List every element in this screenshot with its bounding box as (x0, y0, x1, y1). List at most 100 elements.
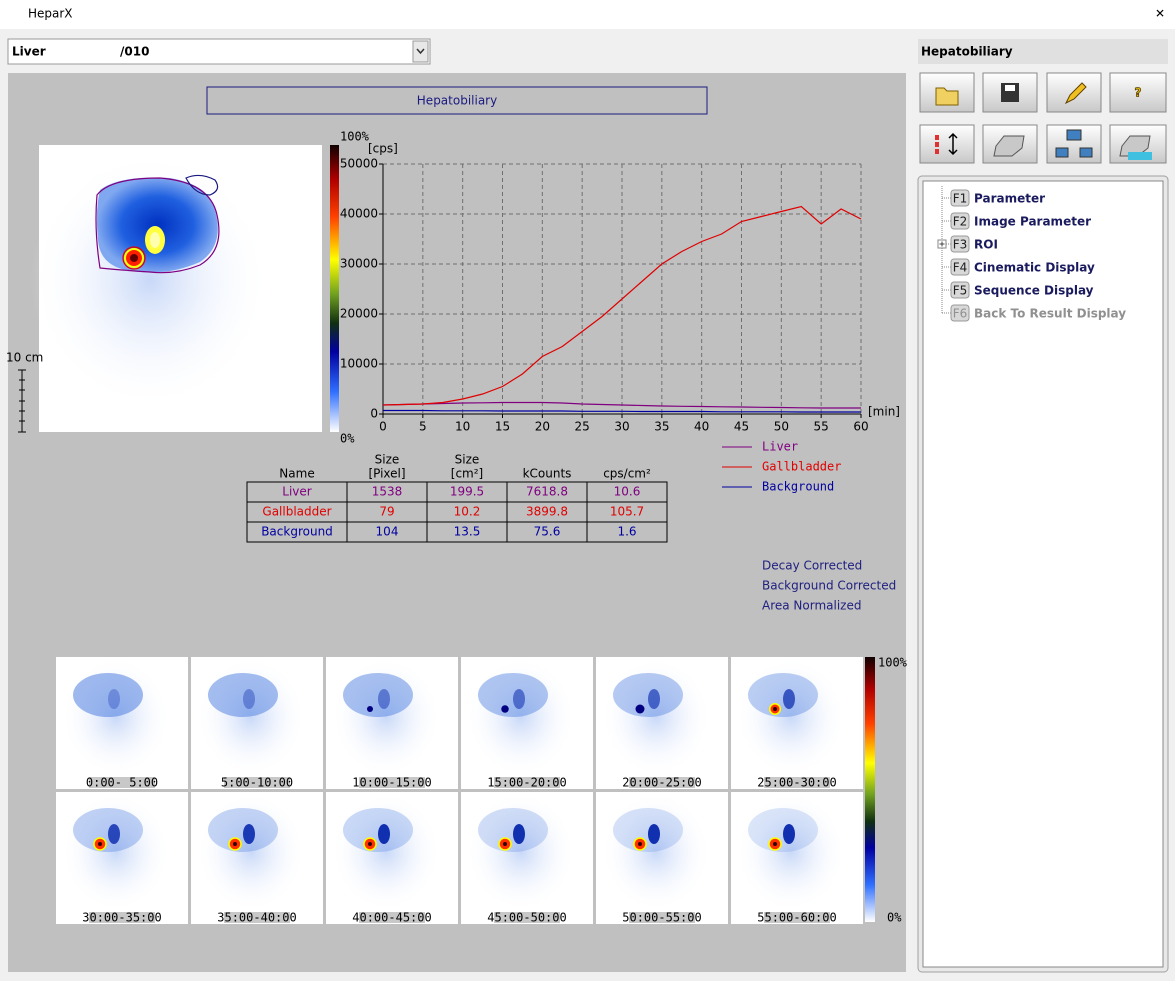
open-icon (935, 87, 959, 106)
y-tick-label: 10000 (340, 357, 378, 371)
table-cell: 3899.8 (526, 505, 568, 519)
frame-gallbladder (501, 705, 509, 713)
help-button[interactable] (1109, 72, 1167, 113)
selector[interactable] (7, 38, 431, 65)
frame-liver (73, 808, 143, 852)
tree-key: F5 (953, 284, 968, 298)
tree-item: Back To Result Display (974, 307, 1126, 321)
legend-label: Gallbladder (762, 460, 841, 474)
frame-label-box (224, 912, 290, 923)
tree-item[interactable]: ROI (974, 238, 998, 252)
table-cell: 7618.8 (526, 485, 568, 499)
sequence-frame: 0:00- 5:00 (56, 657, 188, 790)
tree-key: F1 (953, 192, 968, 206)
table-cell: 75.6 (534, 525, 561, 539)
x-axis-label: [min] (868, 405, 900, 419)
save-icon-label (1005, 85, 1015, 91)
sequence-frame: 20:00-25:00 (596, 657, 728, 790)
frame-duct (648, 689, 660, 709)
sequence-frame: 15:00-20:00 (461, 657, 593, 790)
frame-label: 10:00-15:00 (352, 776, 431, 790)
frame-duct (513, 824, 525, 844)
frame-duct (378, 689, 390, 709)
frame-label-box (764, 777, 830, 788)
tree-key-box (950, 212, 970, 230)
sidebar-title: Hepatobiliary (921, 45, 1013, 59)
tree-item[interactable]: Cinematic Display (974, 261, 1095, 275)
frame-duct (648, 824, 660, 844)
frame-halo (196, 792, 306, 912)
sequence-frame: 50:00-55:00 (596, 792, 728, 925)
table-cell: 1.6 (617, 525, 636, 539)
tree-key-box (950, 235, 970, 253)
tree-key-box (950, 258, 970, 276)
tree-key-box (950, 189, 970, 207)
frame-duct (513, 689, 525, 709)
y-tick-label: 0 (370, 407, 378, 421)
frame-halo (601, 657, 711, 777)
tree-key: F3 (953, 238, 968, 252)
table-cell: 10.2 (454, 505, 481, 519)
frame-gallbladder-core (638, 842, 642, 846)
setup-icon (1119, 135, 1151, 157)
tree-expander-plus (939, 241, 945, 247)
y-axis-label: [cps] (368, 142, 398, 156)
tree-view (922, 180, 1164, 968)
frame-duct (243, 824, 255, 844)
note: Area Normalized (762, 599, 861, 613)
sequence-colorbar-max: 100% (878, 656, 908, 670)
dropdown-button[interactable] (412, 40, 429, 63)
frame-liver (748, 808, 818, 852)
frame-gallbladder (367, 706, 373, 712)
frame-duct (108, 689, 120, 709)
frame-label-box (359, 912, 425, 923)
sequence-frame: 30:00-35:00 (56, 792, 188, 925)
frame-halo (331, 792, 441, 912)
frame-liver (748, 673, 818, 717)
tree-item[interactable]: Sequence Display (974, 284, 1094, 298)
frame-liver (208, 808, 278, 852)
series-line (382, 205, 862, 406)
x-tick-label: 55 (814, 420, 829, 434)
frame-label: 55:00-60:00 (757, 911, 836, 925)
frame-label-box (224, 777, 290, 788)
x-tick-label: 20 (535, 420, 550, 434)
frame-liver (478, 673, 548, 717)
panel-title: Hepatobiliary (417, 94, 497, 108)
table-header: Size (375, 453, 400, 467)
frame-label-box (764, 912, 830, 923)
close-button[interactable]: ✕ (1155, 7, 1165, 21)
tree-item[interactable]: Image Parameter (974, 215, 1091, 229)
frame-duct (378, 824, 390, 844)
frame-label-box (629, 777, 695, 788)
tree-item[interactable]: Parameter (974, 192, 1045, 206)
frame-gallbladder (635, 704, 645, 714)
x-tick-label: 15 (495, 420, 510, 434)
panel-title-box (206, 86, 708, 115)
x-tick-label: 30 (614, 420, 629, 434)
frame-gallbladder-core (233, 842, 237, 846)
colorbar-min: 0% (340, 432, 355, 446)
frame-label: 0:00- 5:00 (86, 776, 158, 790)
frame-halo (61, 792, 171, 912)
tree-key: F2 (953, 215, 968, 229)
frame-label-box (494, 912, 560, 923)
scale-bar (18, 369, 26, 433)
frame-label: 25:00-30:00 (757, 776, 836, 790)
frame-gallbladder-core (368, 842, 372, 846)
axes (382, 164, 861, 415)
y-tick-label: 30000 (340, 257, 378, 271)
scan-image (30, 145, 322, 432)
series-line (382, 401, 861, 409)
table-header: Size (455, 453, 480, 467)
colorbar-max: 100% (340, 130, 370, 144)
tree-key: F4 (953, 261, 968, 275)
tree-key-box (950, 281, 970, 299)
x-tick-label: 10 (455, 420, 470, 434)
color-button[interactable] (919, 124, 975, 164)
table-cell: 10.6 (614, 485, 641, 499)
frame-label: 5:00-10:00 (221, 776, 293, 790)
table-header: cps/cm² (603, 467, 651, 481)
selector-organ: Liver (12, 45, 46, 59)
